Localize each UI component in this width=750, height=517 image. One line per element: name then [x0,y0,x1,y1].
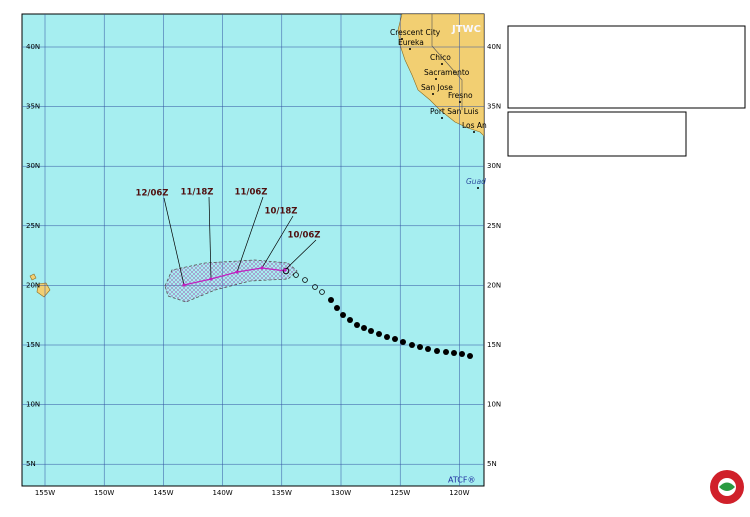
lon-label: 130W [331,489,351,497]
state-border [431,14,463,110]
lat-label: 20N [26,281,40,289]
lat-label: 35N [487,103,501,111]
agency: JTWC [451,24,481,35]
past-position [376,331,382,337]
storm-symbol [302,277,308,283]
city-dot [435,78,437,80]
forecast-label: 11/18Z [181,188,214,198]
label-leader [284,239,317,271]
lat-label: 15N [487,341,501,349]
label-leader [208,196,212,280]
storm-symbol [312,284,318,290]
past-track [282,267,473,359]
storm-symbol [319,289,325,295]
label-leader [261,215,294,269]
place-label: Chico [430,53,451,62]
past-position [368,328,374,334]
city-dot [432,93,434,95]
lat-label: 20N [487,281,501,289]
lat-label: 30N [26,162,40,170]
lon-label: 155W [35,489,55,497]
lat-label: 10N [26,401,40,409]
lat-label: 40N [487,43,501,51]
place-label: Guad [466,177,486,186]
warning-box [507,25,746,109]
past-position [459,351,465,357]
past-position [443,349,449,355]
past-position [425,346,431,352]
lat-label: 35N [26,103,40,111]
label-leader [236,196,264,273]
lon-label: 150W [94,489,114,497]
past-position [334,305,340,311]
past-position [451,350,457,356]
city-dot [441,63,443,65]
city-dot [473,131,475,133]
past-position [347,317,353,323]
lat-label: 40N [26,43,40,51]
forecast-label: 11/06Z [235,188,268,198]
map-layer [22,14,484,486]
california [397,14,484,137]
forecast-point [283,268,287,272]
forecast-point [235,270,239,274]
footer: ATCF® [448,476,475,485]
past-position [467,353,473,359]
label-leader [163,197,185,286]
city-dot [459,101,461,103]
lat-label: 25N [487,222,501,230]
past-position [328,297,334,303]
place-label: San Jose [421,83,453,92]
ocean [21,13,485,487]
lat-label: 10N [487,401,501,409]
past-position [434,348,440,354]
place-label: Port San Luis [430,107,479,116]
forecast-label: 10/18Z [265,207,298,217]
forecast-point [260,266,264,270]
lat-label: 5N [487,460,497,468]
forecast-label: 12/06Z [136,189,169,199]
past-position [409,342,415,348]
past-position [392,336,398,342]
lon-label: 120W [449,489,469,497]
lat-label: 30N [487,162,501,170]
forecast-label: 10/06Z [288,231,321,241]
storm-symbol [293,272,299,278]
lon-label: 135W [272,489,292,497]
lon-label: 145W [153,489,173,497]
logo [710,470,744,504]
place-label: Eureka [398,38,424,47]
lon-label: 125W [390,489,410,497]
past-position [354,322,360,328]
past-position [400,339,406,345]
place-label: Los An [462,121,487,130]
place-label: Crescent City [390,28,441,37]
past-position [340,312,346,318]
place-label: Sacramento [424,68,470,77]
past-position [361,325,367,331]
lon-label: 140W [212,489,232,497]
past-position [384,334,390,340]
city-dot [401,38,403,40]
legend-box [507,111,687,157]
city-dot [409,48,411,50]
forecast-point [209,277,213,281]
city-dot [441,117,443,119]
lat-label: 5N [26,460,36,468]
past-position [417,344,423,350]
lat-label: 25N [26,222,40,230]
lat-label: 15N [26,341,40,349]
danger-swath [164,259,298,303]
current-position [282,267,290,275]
place-label: Fresno [448,91,473,100]
city-dot [477,187,479,189]
forecast-point [182,283,186,287]
